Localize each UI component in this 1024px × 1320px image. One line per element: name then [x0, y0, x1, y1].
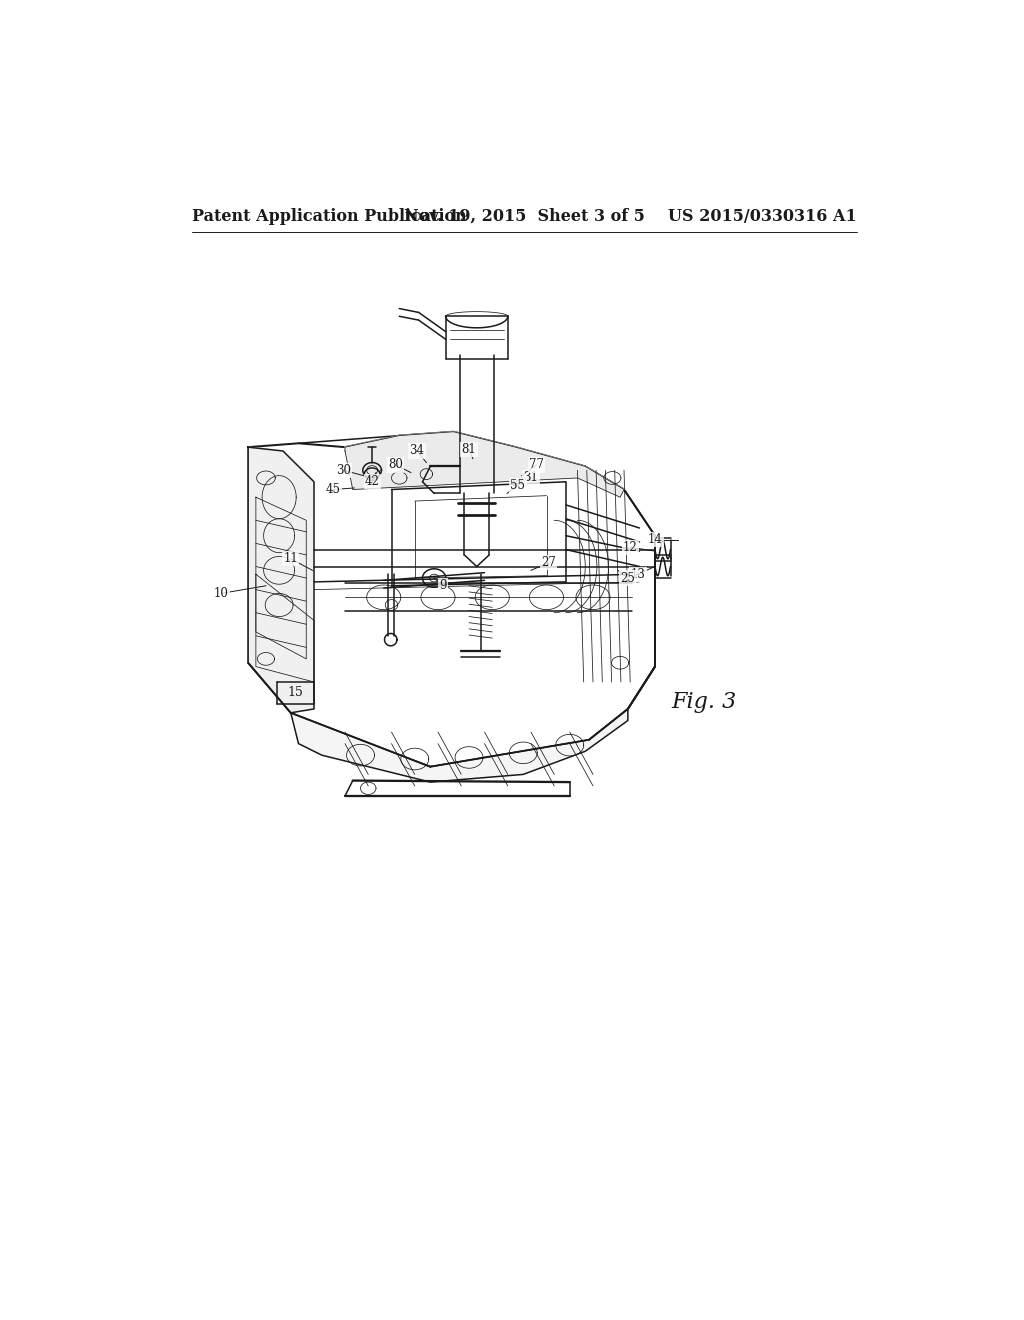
Text: 27: 27 [542, 556, 556, 569]
Polygon shape [291, 709, 628, 781]
Text: Nov. 19, 2015  Sheet 3 of 5: Nov. 19, 2015 Sheet 3 of 5 [404, 207, 645, 224]
Text: 55: 55 [510, 479, 525, 492]
Text: 13: 13 [631, 568, 645, 581]
Polygon shape [345, 432, 624, 498]
Text: 12: 12 [623, 541, 638, 554]
Text: 10: 10 [214, 587, 228, 601]
Text: Fig. 3: Fig. 3 [672, 692, 737, 713]
Text: 25: 25 [621, 572, 635, 585]
Polygon shape [248, 432, 655, 767]
Text: 80: 80 [388, 458, 402, 471]
Text: 14: 14 [647, 533, 663, 546]
Text: 11: 11 [284, 552, 298, 565]
Text: 42: 42 [365, 475, 380, 488]
Text: 34: 34 [410, 445, 425, 458]
Text: 45: 45 [326, 483, 341, 496]
Text: US 2015/0330316 A1: US 2015/0330316 A1 [668, 207, 856, 224]
Text: 77: 77 [529, 458, 544, 471]
Polygon shape [248, 447, 314, 713]
Text: 9: 9 [439, 579, 446, 593]
Text: 30: 30 [336, 463, 351, 477]
Text: 81: 81 [462, 444, 476, 455]
Text: Patent Application Publication: Patent Application Publication [193, 207, 467, 224]
Text: 31: 31 [523, 471, 539, 484]
Text: 15: 15 [288, 686, 303, 700]
